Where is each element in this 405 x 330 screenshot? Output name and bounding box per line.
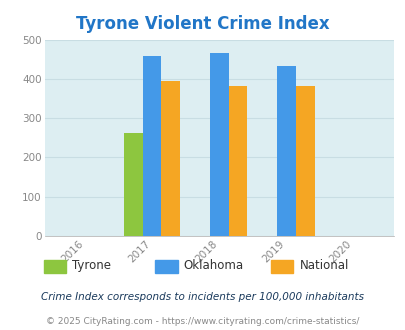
Bar (124, 133, 142, 236)
Bar (209, 52, 228, 236)
Text: Crime Index corresponds to incidents per 100,000 inhabitants: Crime Index corresponds to incidents per… (41, 292, 364, 302)
Text: National: National (299, 259, 348, 272)
Bar (295, 86, 314, 236)
Text: Tyrone Violent Crime Index: Tyrone Violent Crime Index (76, 15, 329, 33)
Bar (276, 66, 295, 236)
Bar (228, 86, 247, 236)
Text: Oklahoma: Oklahoma (183, 259, 243, 272)
Bar (142, 56, 161, 236)
Text: © 2025 CityRating.com - https://www.cityrating.com/crime-statistics/: © 2025 CityRating.com - https://www.city… (46, 317, 359, 326)
Text: Tyrone: Tyrone (72, 259, 111, 272)
Bar (161, 81, 180, 236)
